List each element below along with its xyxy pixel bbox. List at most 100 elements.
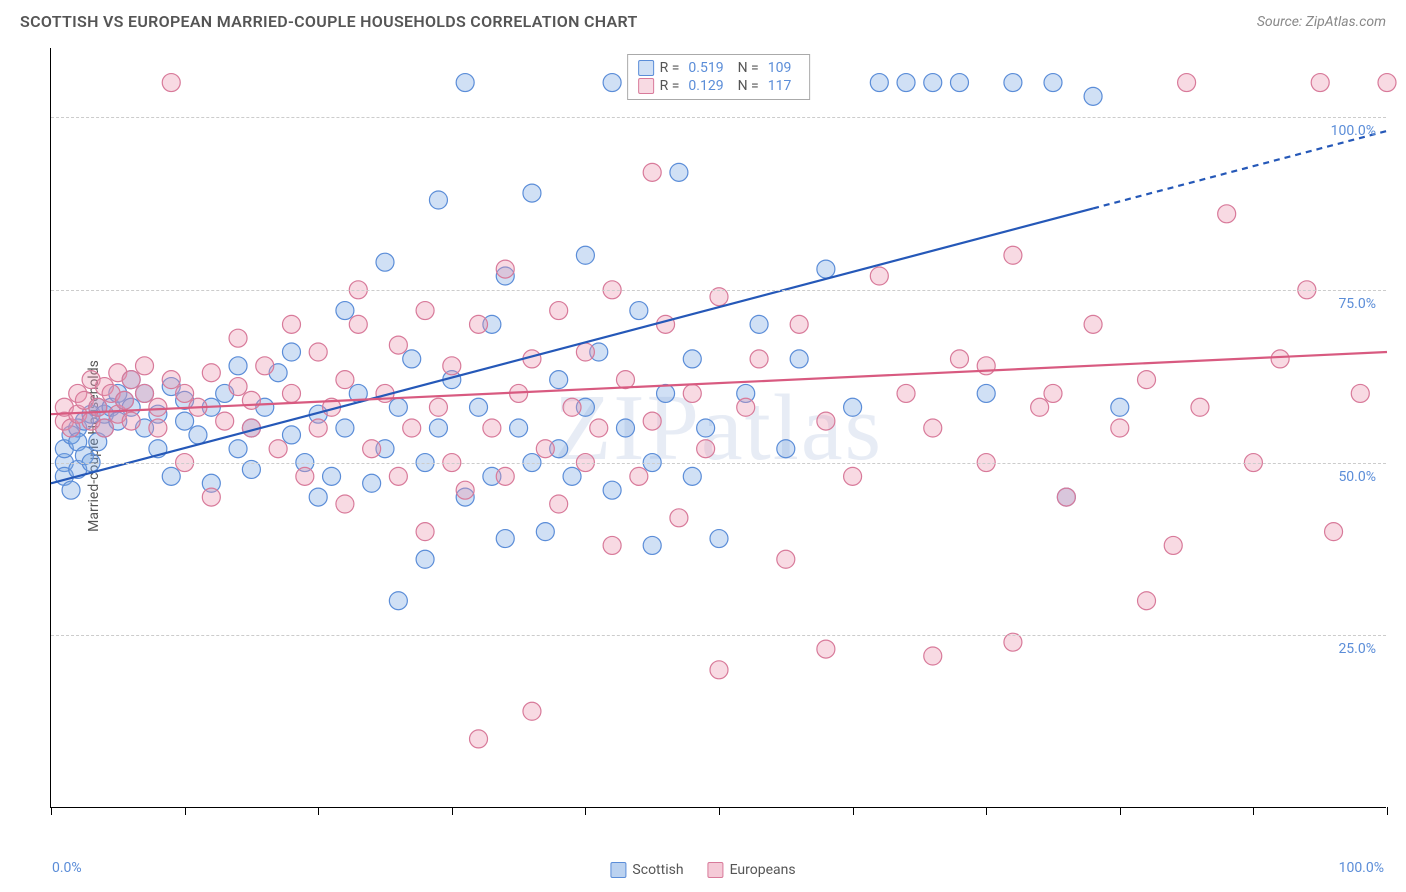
- data-point: [269, 440, 287, 458]
- gridline: [51, 635, 1386, 636]
- data-point: [256, 357, 274, 375]
- data-point: [924, 419, 942, 437]
- data-point: [229, 357, 247, 375]
- legend-n-label: N =: [738, 60, 759, 76]
- data-point: [216, 412, 234, 430]
- data-point: [670, 509, 688, 527]
- legend-swatch: [708, 862, 724, 878]
- data-point: [309, 419, 327, 437]
- data-point: [282, 384, 300, 402]
- data-point: [1111, 419, 1129, 437]
- x-tick: [51, 807, 52, 815]
- data-point: [162, 371, 180, 389]
- data-point: [242, 391, 260, 409]
- legend-item: Europeans: [708, 862, 796, 878]
- legend-label: Scottish: [632, 862, 683, 878]
- y-tick-label: 50.0%: [1338, 469, 1376, 485]
- data-point: [336, 495, 354, 513]
- data-point: [456, 74, 474, 92]
- data-point: [870, 74, 888, 92]
- data-point: [817, 412, 835, 430]
- legend-swatch: [610, 862, 626, 878]
- x-tick: [185, 807, 186, 815]
- data-point: [1178, 74, 1196, 92]
- data-point: [657, 315, 675, 333]
- data-point: [202, 364, 220, 382]
- legend-n-label: N =: [738, 78, 759, 94]
- data-point: [1111, 398, 1129, 416]
- data-point: [176, 412, 194, 430]
- data-point: [897, 384, 915, 402]
- data-point: [924, 74, 942, 92]
- data-point: [683, 467, 701, 485]
- data-point: [1044, 384, 1062, 402]
- data-point: [523, 702, 541, 720]
- data-point: [202, 488, 220, 506]
- data-point: [977, 357, 995, 375]
- data-point: [470, 398, 488, 416]
- data-point: [162, 467, 180, 485]
- data-point: [603, 74, 621, 92]
- data-point: [737, 398, 755, 416]
- chart-header: SCOTTISH VS EUROPEAN MARRIED-COUPLE HOUS…: [0, 0, 1406, 39]
- scatter-svg: [51, 48, 1386, 807]
- data-point: [403, 350, 421, 368]
- data-point: [309, 488, 327, 506]
- data-point: [1004, 246, 1022, 264]
- data-point: [697, 419, 715, 437]
- plot-area: ZIPatlas R =0.519N =109R =0.129N =117 25…: [50, 48, 1386, 808]
- data-point: [176, 384, 194, 402]
- legend-n-value: 117: [768, 78, 792, 94]
- chart-title: SCOTTISH VS EUROPEAN MARRIED-COUPLE HOUS…: [20, 12, 638, 31]
- data-point: [1138, 592, 1156, 610]
- data-point: [1138, 371, 1156, 389]
- data-point: [149, 398, 167, 416]
- x-tick: [585, 807, 586, 815]
- data-point: [282, 426, 300, 444]
- data-point: [683, 384, 701, 402]
- trend-line-dashed: [1093, 131, 1387, 209]
- data-point: [1164, 536, 1182, 554]
- x-axis-min-label: 0.0%: [52, 860, 82, 876]
- legend-item: Scottish: [610, 862, 683, 878]
- data-point: [536, 440, 554, 458]
- data-point: [416, 550, 434, 568]
- legend-r-value: 0.519: [688, 60, 723, 76]
- data-point: [336, 419, 354, 437]
- legend-swatch: [638, 78, 654, 94]
- data-point: [1218, 205, 1236, 223]
- data-point: [229, 378, 247, 396]
- data-point: [630, 467, 648, 485]
- series-legend: Scottish Europeans: [610, 862, 795, 878]
- correlation-legend: R =0.519N =109R =0.129N =117: [627, 54, 811, 100]
- data-point: [643, 412, 661, 430]
- data-point: [1351, 384, 1369, 402]
- data-point: [563, 467, 581, 485]
- data-point: [897, 74, 915, 92]
- y-tick-label: 25.0%: [1338, 641, 1376, 657]
- data-point: [750, 350, 768, 368]
- data-point: [496, 260, 514, 278]
- data-point: [777, 440, 795, 458]
- data-point: [189, 426, 207, 444]
- legend-row: R =0.519N =109: [638, 59, 800, 77]
- data-point: [844, 467, 862, 485]
- x-tick: [853, 807, 854, 815]
- data-point: [336, 371, 354, 389]
- data-point: [389, 592, 407, 610]
- data-point: [563, 398, 581, 416]
- gridline: [51, 290, 1386, 291]
- data-point: [950, 74, 968, 92]
- data-point: [924, 647, 942, 665]
- data-point: [416, 523, 434, 541]
- data-point: [363, 474, 381, 492]
- trend-line: [51, 208, 1093, 483]
- data-point: [643, 536, 661, 554]
- data-point: [1325, 523, 1343, 541]
- data-point: [282, 315, 300, 333]
- data-point: [1084, 315, 1102, 333]
- data-point: [510, 419, 528, 437]
- data-point: [576, 246, 594, 264]
- data-point: [229, 440, 247, 458]
- data-point: [282, 343, 300, 361]
